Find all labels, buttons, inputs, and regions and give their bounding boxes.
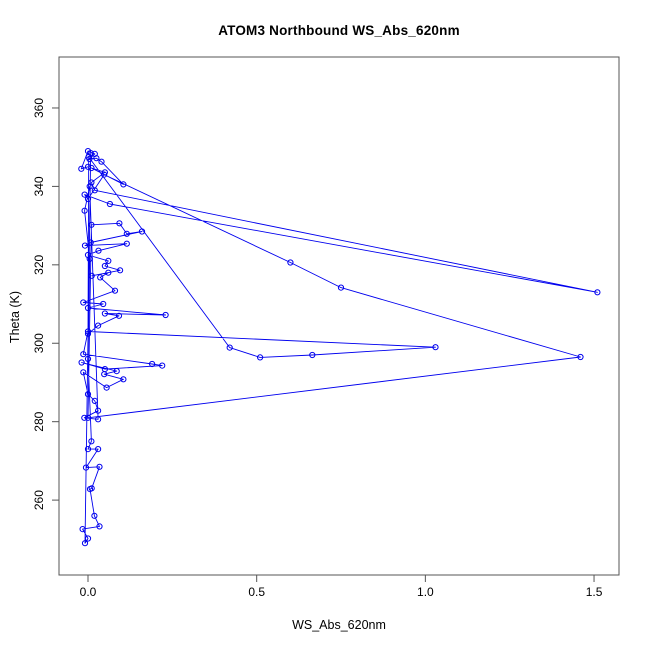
data-point-marker <box>577 353 584 361</box>
data-point-marker <box>594 289 601 296</box>
data-point-marker <box>103 384 110 391</box>
data-point-marker <box>84 414 92 421</box>
data-point-marker <box>432 344 439 351</box>
data-point-marker <box>96 463 103 470</box>
data-point-marker <box>101 171 108 178</box>
data-point-marker <box>257 354 264 361</box>
data-point-marker <box>81 540 89 547</box>
data-point-marker <box>81 242 89 249</box>
data-point-marker <box>88 221 95 228</box>
data-point-marker <box>84 355 92 362</box>
data-point-marker <box>97 274 104 281</box>
data-point-marker <box>86 255 93 262</box>
y-axis-ticks: 260 280 300 320 340 360 <box>32 98 59 510</box>
data-point-marker <box>81 191 88 198</box>
data-point-marker <box>91 397 98 404</box>
data-point-marker <box>84 535 92 542</box>
data-point-marker <box>88 179 95 186</box>
data-point-marker <box>113 368 120 375</box>
data-points <box>78 148 601 547</box>
data-point-marker <box>86 183 93 190</box>
data-point-marker <box>115 312 123 319</box>
data-point-marker <box>105 269 112 276</box>
y-tick-label: 280 <box>32 411 46 431</box>
data-polyline <box>80 150 598 544</box>
y-tick-label: 320 <box>32 254 46 274</box>
data-point-marker <box>138 228 146 235</box>
data-point-marker <box>111 287 119 294</box>
x-tick-label: 0.5 <box>248 585 265 599</box>
data-point-marker <box>101 310 109 317</box>
data-point-marker <box>84 304 92 312</box>
data-point-marker <box>84 251 92 259</box>
data-point-marker <box>159 362 166 369</box>
data-point-marker <box>93 155 100 162</box>
chart-title: ATOM3 Northbound WS_Abs_620nm <box>218 23 460 38</box>
y-tick-label: 340 <box>32 176 46 196</box>
data-point-marker <box>105 257 112 264</box>
data-point-marker <box>95 322 102 329</box>
data-point-marker <box>84 195 92 203</box>
data-point-marker <box>117 267 124 274</box>
y-tick-label: 260 <box>32 490 46 510</box>
data-point-marker <box>98 158 105 165</box>
plot-box <box>58 56 620 576</box>
data-point-marker <box>101 262 109 270</box>
y-axis-label: Theta (K) <box>8 290 22 344</box>
data-point-marker <box>87 150 94 157</box>
y-tick-label: 300 <box>32 333 46 353</box>
data-point-marker <box>80 299 87 306</box>
data-point-marker <box>226 344 233 351</box>
data-point-marker <box>95 446 102 453</box>
data-point-marker <box>79 526 86 533</box>
data-point-marker <box>116 220 123 227</box>
data-point-marker <box>123 230 130 237</box>
x-axis-ticks: 0.0 0.5 1.0 1.5 <box>80 575 603 599</box>
data-point-marker <box>78 359 85 366</box>
data-point-marker <box>309 351 316 359</box>
data-point-marker <box>120 376 127 383</box>
x-tick-label: 0.0 <box>80 585 97 599</box>
data-point-marker <box>84 328 92 335</box>
data-point-marker <box>84 391 92 398</box>
data-point-marker <box>84 330 92 337</box>
data-point-marker <box>337 284 345 291</box>
data-point-marker <box>91 187 98 194</box>
x-axis-label: WS_Abs_620nm <box>292 618 386 632</box>
data-point-marker <box>96 523 103 530</box>
data-point-marker <box>81 207 88 214</box>
data-point-marker <box>87 239 94 246</box>
data-point-marker <box>100 300 107 308</box>
data-point-marker <box>84 446 92 453</box>
data-point-marker <box>95 416 102 423</box>
data-point-marker <box>86 486 94 493</box>
data-point-marker <box>88 272 95 279</box>
data-point-marker <box>106 200 114 208</box>
data-point-marker <box>80 369 87 376</box>
data-point-marker <box>84 163 92 170</box>
data-point-marker <box>78 165 85 172</box>
data-point-marker <box>123 240 130 247</box>
data-point-marker <box>80 351 87 358</box>
y-tick-label: 360 <box>32 98 46 118</box>
data-point-marker <box>95 407 102 414</box>
data-point-marker <box>149 360 156 368</box>
data-point-marker <box>81 414 88 421</box>
data-point-marker <box>82 464 90 471</box>
x-tick-label: 1.0 <box>417 585 434 599</box>
x-tick-label: 1.5 <box>586 585 603 599</box>
data-point-marker <box>91 512 98 519</box>
data-point-marker <box>287 259 294 266</box>
data-point-marker <box>88 438 95 445</box>
data-point-marker <box>101 371 108 378</box>
data-point-marker <box>162 311 169 319</box>
data-point-marker <box>95 247 102 254</box>
data-point-marker <box>88 164 95 172</box>
data-point-marker <box>120 181 127 188</box>
